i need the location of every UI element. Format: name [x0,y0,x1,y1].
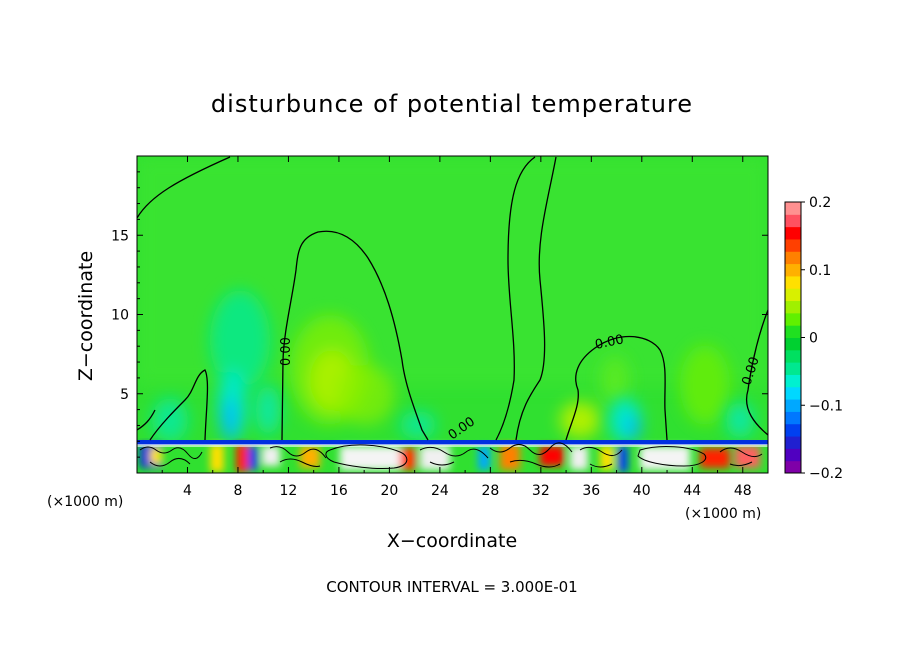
boundary-layer [137,440,768,473]
colorbar-swatch [785,386,801,400]
colorbar-swatch [785,423,801,437]
contour-right-edge [745,309,768,436]
colorbar-swatch [785,374,801,388]
x-tick-label: 28 [481,483,499,499]
colorbar-tick-label: 0.1 [809,263,831,279]
colorbar-swatch [785,312,801,326]
x-tick-label: 4 [183,483,192,499]
chart-title: disturbunce of potential temperature [211,90,693,118]
colorbar-tick-label: 0.2 [809,195,831,211]
colorbar-swatch [785,448,801,462]
plot-area: 0.00 0.00 0.00 0.00 [137,156,768,473]
y-axis-title: Z−coordinate [75,251,97,381]
colorbar-swatch [785,460,801,474]
y-tick-label: 10 [111,308,129,324]
contour-left-edge [137,156,231,219]
x-tick-label: 48 [734,483,752,499]
x-axis: 4 8 12 16 20 24 28 32 36 40 44 48 [161,156,752,499]
x-tick-label: 32 [532,483,550,499]
contour-label-3: 0.00 [594,332,625,353]
contour-interval-note: CONTOUR INTERVAL = 3.000E-01 [326,578,577,596]
colorbar-swatch [785,251,801,265]
colorbar [784,201,802,474]
y-tick-label: 15 [111,228,129,244]
colorbar-ticks: 0.2 0.1 0 −0.1 −0.2 [801,195,843,482]
x-axis-title: X−coordinate [387,530,517,552]
colorbar-swatch [785,275,801,289]
colorbar-swatch [785,411,801,425]
x-axis-unit-left: (×1000 m) [47,494,123,510]
contour-label-1: 0.00 [279,337,294,366]
negative-anomalies [152,290,754,442]
x-tick-label: 40 [633,483,651,499]
colorbar-swatch [785,325,801,338]
colorbar-swatch [785,349,801,363]
zero-contours [137,156,768,441]
contour-left-far [137,409,156,431]
colorbar-swatch [785,337,801,351]
colorbar-swatch [785,202,801,215]
positive-anomalies [290,315,730,438]
y-axis: 5 10 15 [111,171,768,458]
colorbar-swatch [785,362,801,375]
colorbar-tick-label: −0.1 [809,398,843,414]
colorbar-swatch [785,288,801,302]
contour-right-plume [495,156,557,441]
colorbar-swatch [785,399,801,412]
colorbar-tick-label: 0 [809,331,818,347]
x-tick-label: 12 [280,483,298,499]
x-axis-unit-right: (×1000 m) [685,506,761,522]
colorbar-swatch [785,436,801,449]
contour-left-small [149,369,209,441]
colorbar-swatch [785,214,801,228]
colorbar-swatch [785,300,801,314]
contour-main-plume [281,230,429,441]
x-tick-label: 8 [233,483,242,499]
x-tick-label: 36 [582,483,600,499]
x-tick-label: 20 [380,483,398,499]
colorbar-tick-label: −0.2 [809,466,843,482]
x-tick-label: 16 [330,483,348,499]
colorbar-swatch [785,226,801,240]
x-tick-label: 24 [431,483,449,499]
colorbar-swatch [785,263,801,277]
colorbar-swatch [785,238,801,252]
contour-center-right [565,335,668,441]
x-tick-label: 44 [683,483,701,499]
y-tick-label: 5 [120,387,129,403]
